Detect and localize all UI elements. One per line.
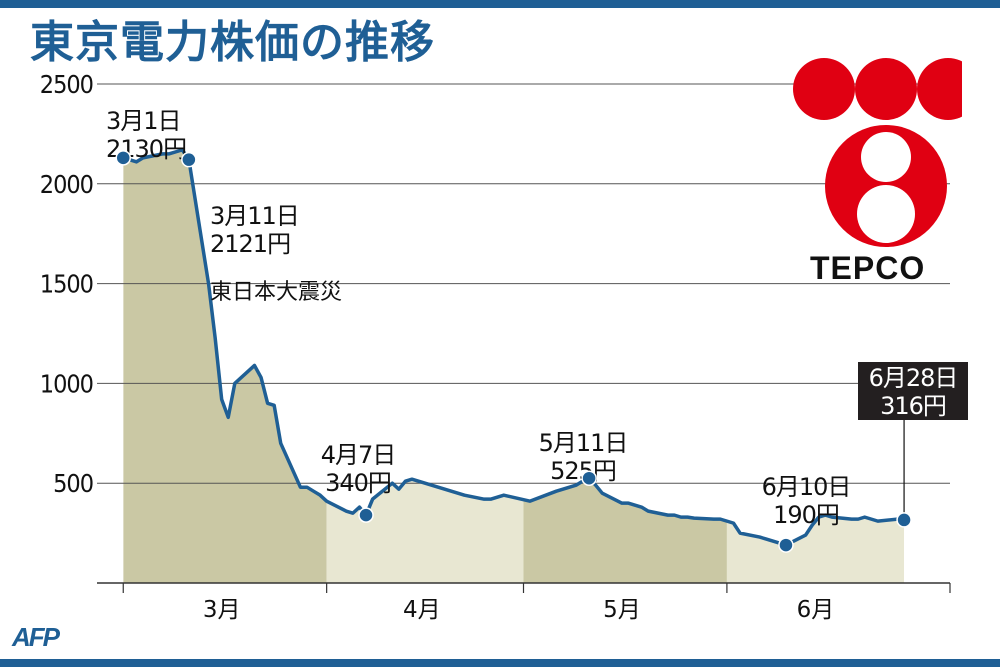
x-tick-label-2: 4月 <box>403 597 441 623</box>
bottom-border <box>0 659 1000 667</box>
annotation-point-6 <box>896 512 912 528</box>
annotation-point-5 <box>778 537 794 553</box>
top-border <box>0 0 1000 8</box>
annotation-box-6 <box>858 362 968 420</box>
annotation-note-2: 東日本大震災 <box>210 280 342 305</box>
annotation-value-6: 316円 <box>880 392 946 420</box>
annotation-point-4 <box>581 470 597 486</box>
annotation-date-2: 3月11日 <box>210 202 299 230</box>
y-tick-label-2000: 2000 <box>40 170 93 199</box>
x-tick-label-1: 3月 <box>203 597 241 623</box>
x-tick-label-4: 6月 <box>797 597 835 623</box>
tepco-logo <box>793 58 962 247</box>
logo-circle-right <box>917 58 962 120</box>
annotation-date-6: 6月28日 <box>869 364 958 392</box>
annotation-date-4: 5月11日 <box>539 429 628 457</box>
chart-title: 東京電力株価の推移 <box>30 17 435 68</box>
annotation-point-1 <box>115 150 131 166</box>
annotation-point-3 <box>358 507 374 523</box>
annotation-date-5: 6月10日 <box>762 473 851 501</box>
annotation-point-2 <box>181 151 197 168</box>
month-band-3 <box>523 149 727 583</box>
annotation-date-1: 3月1日 <box>106 107 181 135</box>
annotation-value-5: 190円 <box>773 501 839 529</box>
logo-ring-lower <box>857 185 915 243</box>
logo-circle-center <box>855 58 917 120</box>
logo-circle-left <box>793 58 855 120</box>
logo-ring-upper <box>861 132 911 182</box>
annotation-date-3: 4月7日 <box>321 441 396 469</box>
tepco-logo-text: TEPCO <box>810 250 926 286</box>
annotation-value-2: 2121円 <box>210 230 290 258</box>
y-tick-label-2500: 2500 <box>40 70 93 99</box>
price-line <box>122 148 905 547</box>
afp-credit: AFP <box>12 622 60 652</box>
y-tick-label-1500: 1500 <box>40 270 93 299</box>
y-tick-label-500: 500 <box>53 469 93 498</box>
x-tick-label-3: 5月 <box>603 597 641 623</box>
annotation-value-3: 340円 <box>325 469 391 497</box>
y-tick-label-1000: 1000 <box>40 369 93 398</box>
